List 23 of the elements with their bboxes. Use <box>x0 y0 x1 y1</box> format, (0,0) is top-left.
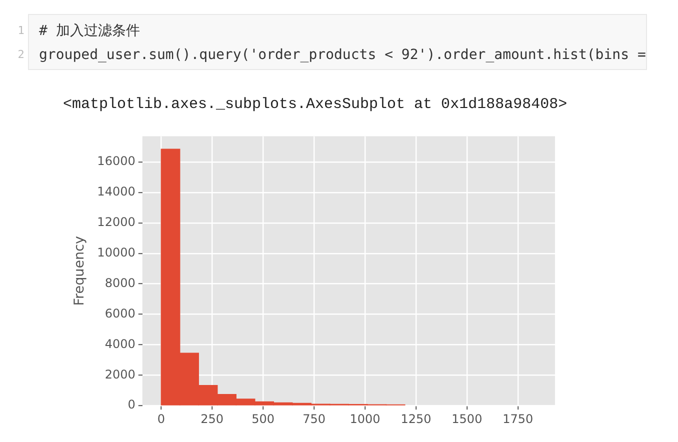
y-tick-label: 14000 <box>97 184 136 199</box>
y-axis-title: Frequency <box>72 236 88 306</box>
x-tick-label: 1750 <box>502 412 534 426</box>
y-tick-label: 8000 <box>104 276 136 290</box>
text: # 加入过滤条件 <box>39 22 140 40</box>
y-tick-label: 0 <box>128 398 136 412</box>
y-tick-label: 10000 <box>97 246 136 260</box>
y-tick-label: 12000 <box>97 215 136 230</box>
y-tick-label: 2000 <box>104 367 136 382</box>
x-tick-label: 0 <box>157 412 165 426</box>
x-tick-label: 1500 <box>452 412 482 426</box>
text: grouped_user.sum().query('order_products < 92').order_amount.hist(bins = <box>39 46 646 64</box>
y-tick-label: 16000 <box>97 154 136 168</box>
text: 2 <box>16 47 26 63</box>
x-tick-label: 1250 <box>400 412 432 426</box>
x-tick-label: 1000 <box>350 412 380 426</box>
y-tick-label: 4000 <box>104 336 136 351</box>
text: <matplotlib.axes._subplots.AxesSubplot at 0x1d188a98408> <box>63 95 568 115</box>
text: 1 <box>16 23 26 39</box>
x-tick-label: 750 <box>302 412 326 426</box>
y-tick-label: 6000 <box>104 306 136 320</box>
x-tick-label: 250 <box>200 412 224 426</box>
x-tick-label: 500 <box>252 412 275 426</box>
